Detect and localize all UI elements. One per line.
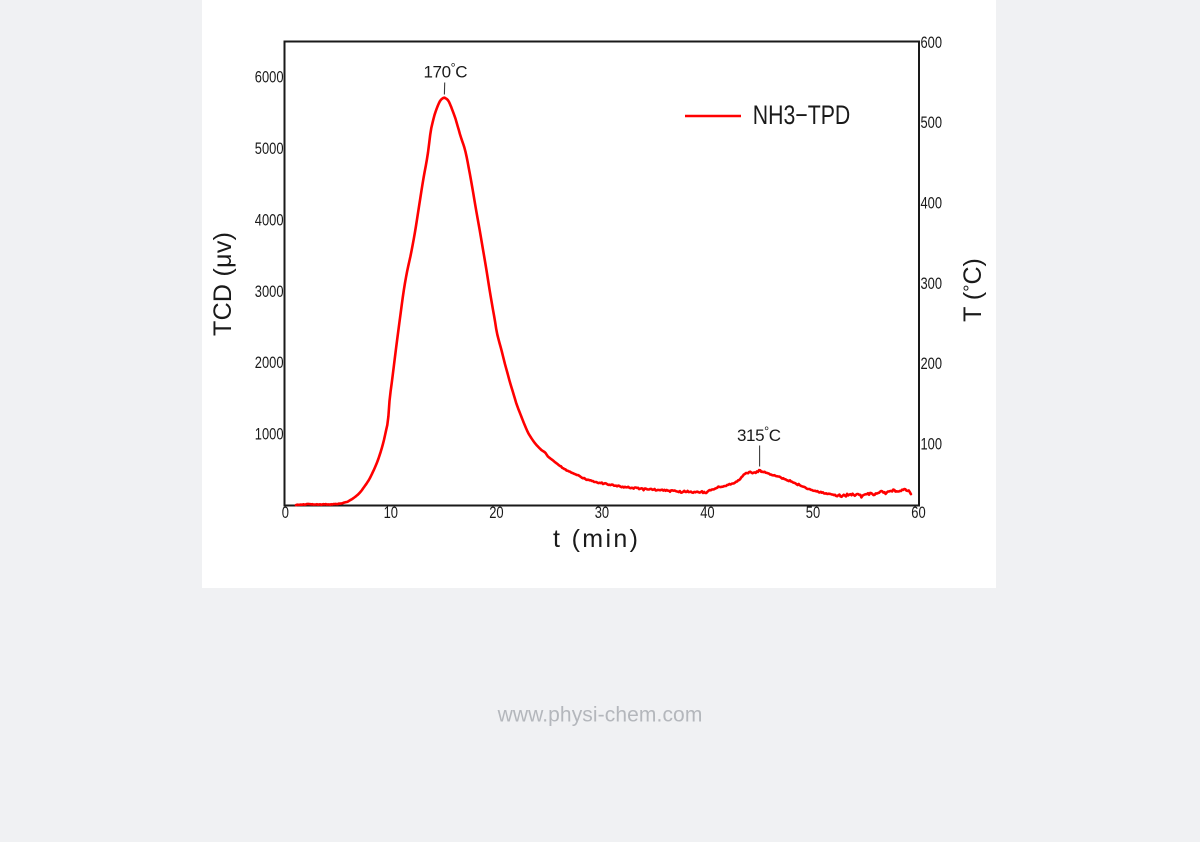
svg-text:4000: 4000 xyxy=(255,211,284,229)
svg-text:www.physi-chem.com: www.physi-chem.com xyxy=(497,704,703,727)
svg-text:600: 600 xyxy=(921,34,943,52)
svg-text:t (min): t (min) xyxy=(553,525,638,553)
svg-text:20: 20 xyxy=(489,504,503,522)
svg-text:10: 10 xyxy=(384,504,398,522)
svg-text:300: 300 xyxy=(921,275,943,293)
svg-text:2000: 2000 xyxy=(255,354,284,372)
svg-text:T (°C): T (°C) xyxy=(959,258,987,322)
svg-text:30: 30 xyxy=(595,504,609,522)
svg-text:170°C: 170°C xyxy=(424,61,468,82)
svg-text:100: 100 xyxy=(921,435,943,453)
svg-text:60: 60 xyxy=(911,504,925,522)
svg-text:400: 400 xyxy=(921,195,943,213)
svg-text:1000: 1000 xyxy=(255,426,284,444)
svg-text:50: 50 xyxy=(806,504,820,522)
svg-text:500: 500 xyxy=(921,114,943,132)
svg-text:3000: 3000 xyxy=(255,283,284,301)
svg-text:5000: 5000 xyxy=(255,140,284,158)
svg-text:0: 0 xyxy=(282,504,289,522)
svg-text:NH3−TPD: NH3−TPD xyxy=(753,100,851,130)
svg-text:TCD (μv): TCD (μv) xyxy=(209,232,237,336)
svg-text:6000: 6000 xyxy=(255,69,284,87)
svg-text:40: 40 xyxy=(700,504,714,522)
svg-text:200: 200 xyxy=(921,355,943,373)
svg-text:315°C: 315°C xyxy=(737,425,781,446)
